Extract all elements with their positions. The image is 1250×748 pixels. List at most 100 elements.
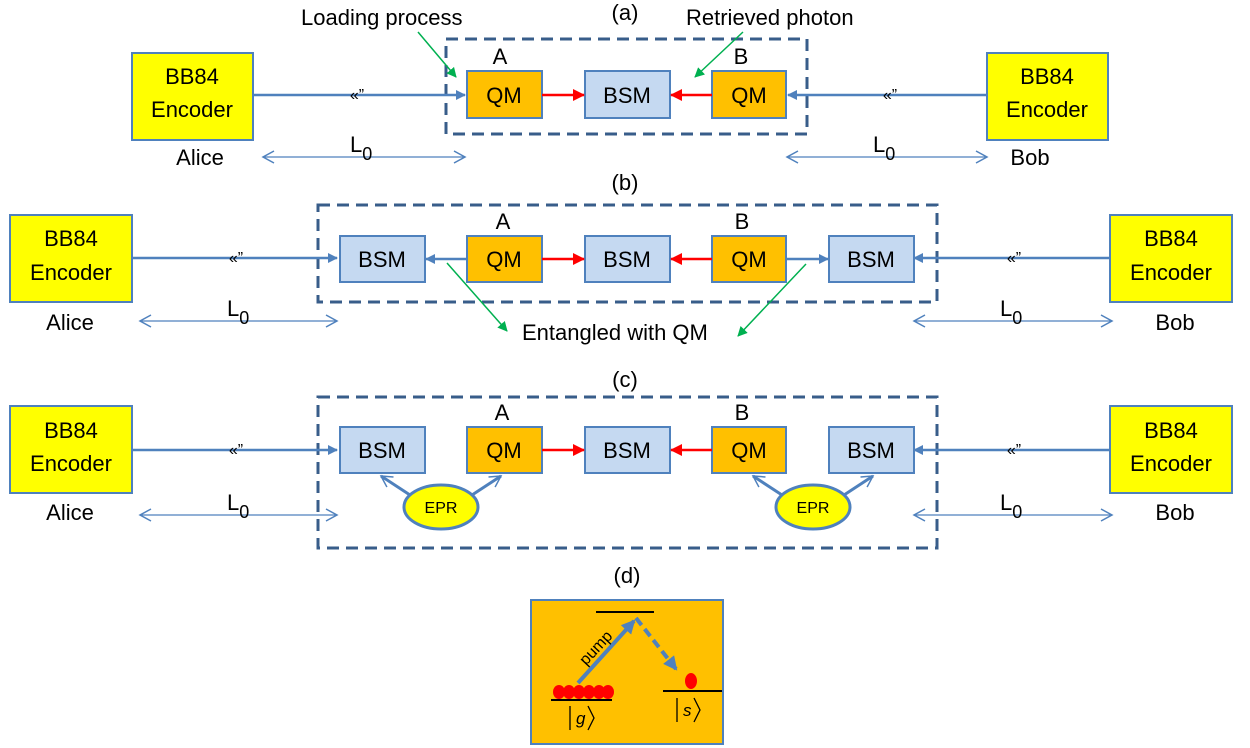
loading-annotation: Loading process [301, 5, 462, 30]
encoder-line2: Encoder [30, 260, 112, 285]
encoder-line1: BB84 [44, 418, 98, 443]
panel-b-label: (b) [612, 170, 639, 195]
encoder-line2: Encoder [1006, 97, 1088, 122]
node-b-label: B [734, 44, 749, 69]
encoder-line1: BB84 [1144, 418, 1198, 443]
qm-label: QM [731, 247, 766, 272]
fiber-break-icon: «” [350, 87, 364, 104]
qm-a-box [466, 235, 543, 283]
epr-arrow [843, 474, 875, 497]
epr-source-left [402, 483, 480, 531]
bsm-label: BSM [603, 438, 651, 463]
node-enclosure-a [444, 37, 809, 136]
node-enclosure-c [316, 395, 939, 550]
bob-encoder-a: BB84 Encoder [986, 52, 1109, 141]
encoder-line2: Encoder [30, 451, 112, 476]
epr-arrow [751, 474, 783, 497]
epr-arrow [471, 474, 503, 497]
qm-label: QM [486, 438, 521, 463]
panel-d-label: (d) [614, 563, 641, 588]
bsm-label: BSM [847, 438, 895, 463]
bob-label: Bob [1155, 310, 1194, 335]
epr-label: EPR [425, 500, 458, 517]
bob-label: Bob [1155, 500, 1194, 525]
bsm-center-box [584, 235, 671, 283]
qm-label: QM [486, 247, 521, 272]
retrieved-annotation: Retrieved photon [686, 5, 854, 30]
node-a-label: A [493, 44, 508, 69]
epr-source-right [774, 483, 852, 531]
node-b-label: B [735, 209, 750, 234]
svg-text:g: g [576, 709, 586, 728]
distance-label: L0 [873, 132, 895, 164]
qm-b-box [711, 70, 787, 119]
encoder-line1: BB84 [165, 64, 219, 89]
distance-label: L0 [1000, 296, 1022, 328]
storage-atom [685, 673, 697, 689]
panel-a: (a) BB84 Encoder Alice BB84 Encoder Bob … [131, 0, 1109, 170]
panel-b: (b) BB84 Encoder Alice BB84 Encoder Bob … [9, 170, 1233, 345]
bob-label: Bob [1010, 145, 1049, 170]
encoder-line2: Encoder [1130, 451, 1212, 476]
node-a-label: A [495, 400, 510, 425]
fiber-break-icon: «” [229, 250, 243, 267]
level-scheme-box [530, 599, 724, 745]
alice-encoder-b: BB84 Encoder [9, 214, 133, 303]
bsm-label: BSM [603, 247, 651, 272]
green-arrow [694, 31, 744, 78]
bsm-right-box [828, 235, 915, 283]
fiber-break-icon: «” [1007, 442, 1021, 459]
encoder-line1: BB84 [1144, 226, 1198, 251]
ground-atoms [553, 685, 614, 699]
ground-ket: g [569, 705, 595, 731]
bob-encoder-b: BB84 Encoder [1109, 214, 1233, 303]
qm-label: QM [486, 83, 521, 108]
qm-a-box [466, 426, 543, 474]
epr-label: EPR [797, 500, 830, 517]
qm-b-box [711, 235, 787, 283]
bsm-label: BSM [603, 83, 651, 108]
distance-label: L0 [1000, 490, 1022, 522]
qm-a-box [466, 70, 543, 119]
bob-encoder-c: BB84 Encoder [1109, 405, 1233, 494]
qm-label: QM [731, 83, 766, 108]
qm-b-box [711, 426, 787, 474]
alice-label: Alice [176, 145, 224, 170]
bsm-center-box [584, 70, 671, 119]
alice-encoder-c: BB84 Encoder [9, 405, 133, 494]
bsm-right-box [828, 426, 915, 474]
node-a-label: A [496, 209, 511, 234]
bsm-center-box [584, 426, 671, 474]
storage-ket: s [676, 697, 701, 723]
distance-label: L0 [227, 490, 249, 522]
alice-label: Alice [46, 500, 94, 525]
encoder-line2: Encoder [1130, 260, 1212, 285]
svg-text:s: s [683, 701, 692, 720]
green-arrow [737, 263, 807, 337]
fiber-break-icon: «” [883, 87, 897, 104]
pump-arrow [576, 619, 636, 685]
fiber-break-icon: «” [229, 442, 243, 459]
encoder-line1: BB84 [1020, 64, 1074, 89]
emission-arrow [634, 616, 678, 671]
green-arrow [446, 262, 508, 332]
qm-label: QM [731, 438, 766, 463]
encoder-line1: BB84 [44, 226, 98, 251]
encoder-line2: Encoder [151, 97, 233, 122]
panel-d: (d) pump g s [530, 563, 724, 745]
epr-arrow [379, 474, 411, 497]
panel-a-label: (a) [612, 0, 639, 25]
distance-label: L0 [350, 132, 372, 164]
fiber-break-icon: «” [1007, 250, 1021, 267]
distance-label: L0 [227, 296, 249, 328]
panel-c-label: (c) [612, 367, 638, 392]
node-enclosure-b [316, 203, 939, 304]
green-arrow [417, 31, 457, 78]
alice-encoder-a: BB84 Encoder [131, 52, 254, 141]
node-b-label: B [735, 400, 750, 425]
bsm-left-box [339, 426, 426, 474]
panel-c: (c) BB84 Encoder Alice BB84 Encoder Bob … [9, 367, 1233, 550]
entangled-annotation: Entangled with QM [522, 320, 708, 345]
bsm-label: BSM [358, 247, 406, 272]
